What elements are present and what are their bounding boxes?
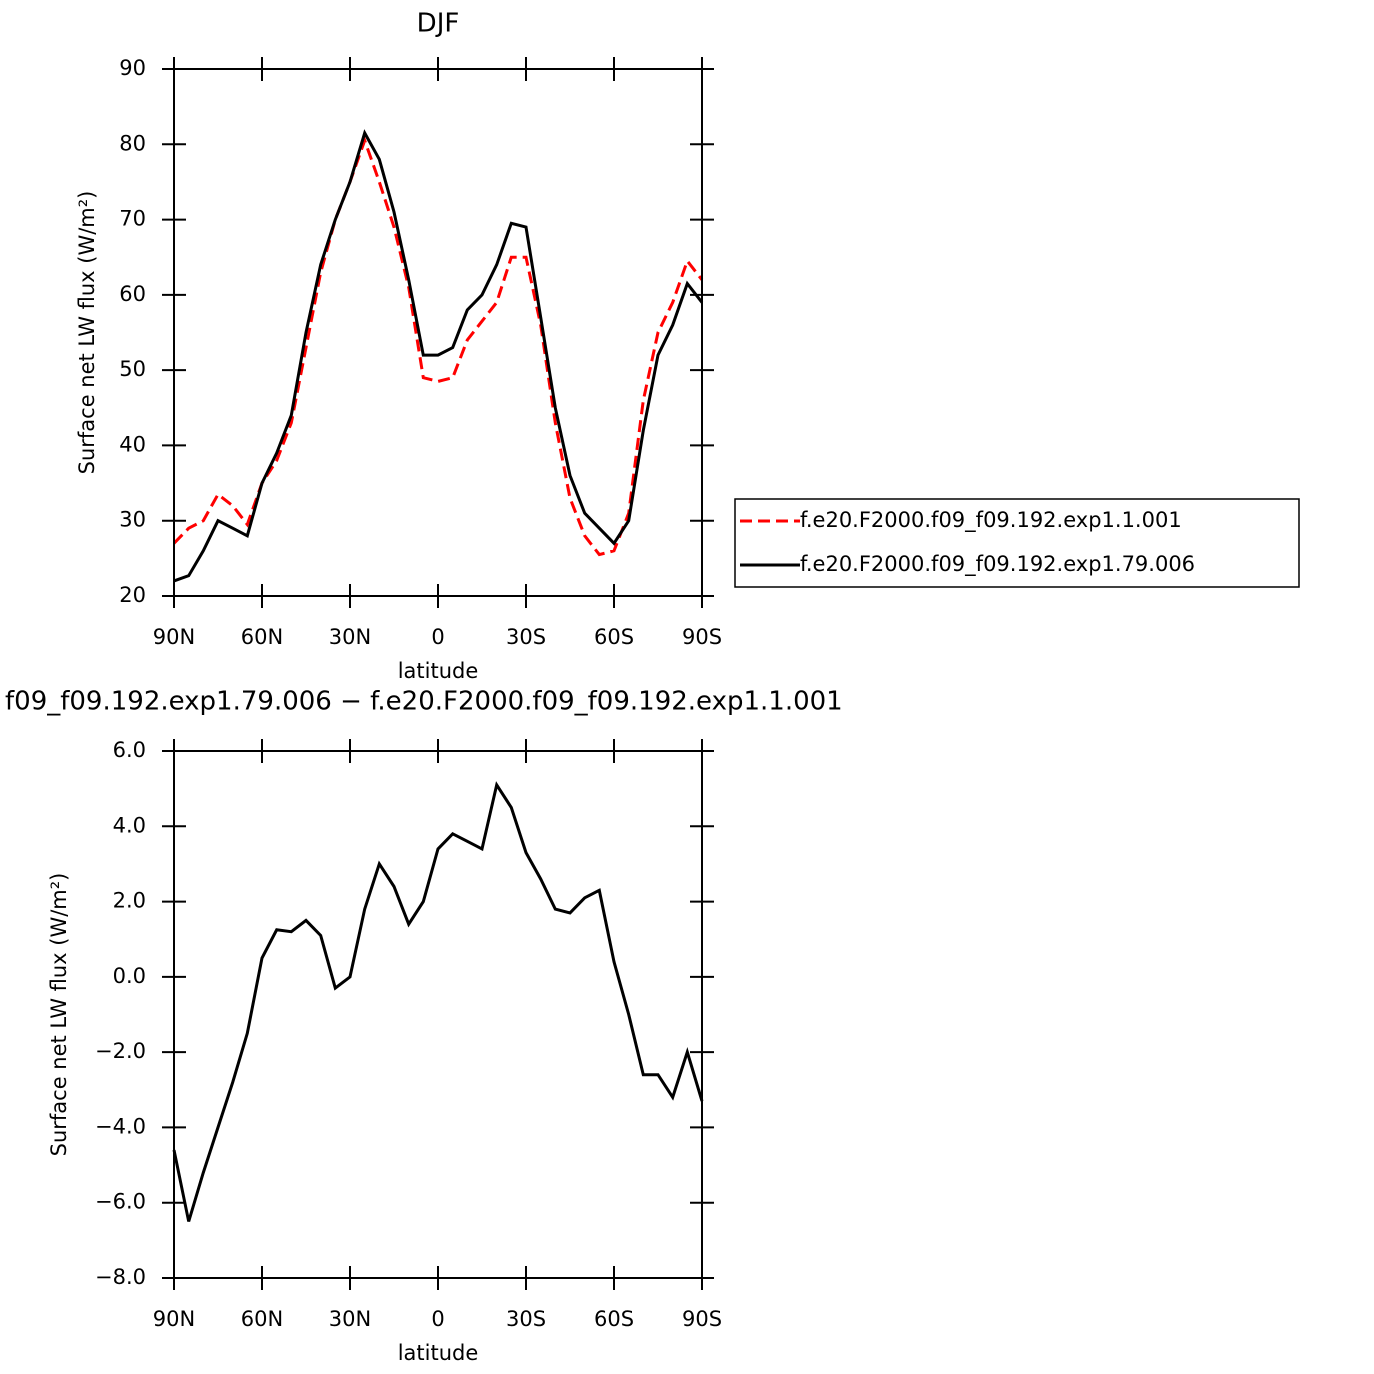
legend-label: f.e20.F2000.f09_f09.192.exp1.1.001 <box>800 508 1182 533</box>
x-axis-label: latitude <box>398 1341 479 1365</box>
x-tick-label: 90S <box>682 1307 722 1331</box>
y-tick-label: 80 <box>119 131 146 155</box>
y-tick-label: −8.0 <box>95 1265 146 1289</box>
legend-box <box>734 498 1300 588</box>
x-tick-label: 60S <box>594 1307 634 1331</box>
x-tick-label: 30S <box>506 1307 546 1331</box>
y-tick-label: −6.0 <box>95 1190 146 1214</box>
y-axis-label: Surface net LW flux (W/m²) <box>75 191 99 475</box>
y-tick-label: 60 <box>119 282 146 306</box>
y-tick-label: 2.0 <box>113 889 146 913</box>
x-tick-label: 30N <box>329 625 371 649</box>
y-tick-label: −2.0 <box>95 1039 146 1063</box>
x-axis-label: latitude <box>398 659 479 683</box>
y-tick-label: 90 <box>119 56 146 80</box>
y-tick-label: 6.0 <box>113 738 146 762</box>
plot-frame <box>173 750 703 1279</box>
x-tick-label: 60N <box>241 1307 283 1331</box>
y-tick-label: 20 <box>119 583 146 607</box>
y-tick-label: 4.0 <box>113 813 146 837</box>
plot-frame <box>173 68 703 597</box>
chart-title: DJF <box>417 9 460 39</box>
series-line <box>172 781 704 1222</box>
x-tick-label: 90S <box>682 625 722 649</box>
y-tick-label: 30 <box>119 508 146 532</box>
y-tick-label: 70 <box>119 207 146 231</box>
legend-label: f.e20.F2000.f09_f09.192.exp1.79.006 <box>800 552 1195 577</box>
series-line <box>173 129 704 583</box>
x-tick-label: 90N <box>153 1307 195 1331</box>
x-tick-label: 90N <box>153 625 195 649</box>
x-tick-label: 30S <box>506 625 546 649</box>
y-tick-label: 50 <box>119 357 146 381</box>
y-axis-label: Surface net LW flux (W/m²) <box>47 873 71 1157</box>
series-line <box>172 136 704 557</box>
x-tick-label: 60S <box>594 625 634 649</box>
y-tick-label: −4.0 <box>95 1114 146 1138</box>
x-tick-label: 60N <box>241 625 283 649</box>
x-tick-label: 30N <box>329 1307 371 1331</box>
chart-title: f09_f09.192.exp1.79.006 − f.e20.F2000.f0… <box>5 687 843 717</box>
y-tick-label: 0.0 <box>113 964 146 988</box>
x-tick-label: 0 <box>431 625 444 649</box>
y-tick-label: 40 <box>119 432 146 456</box>
x-tick-label: 0 <box>431 1307 444 1331</box>
